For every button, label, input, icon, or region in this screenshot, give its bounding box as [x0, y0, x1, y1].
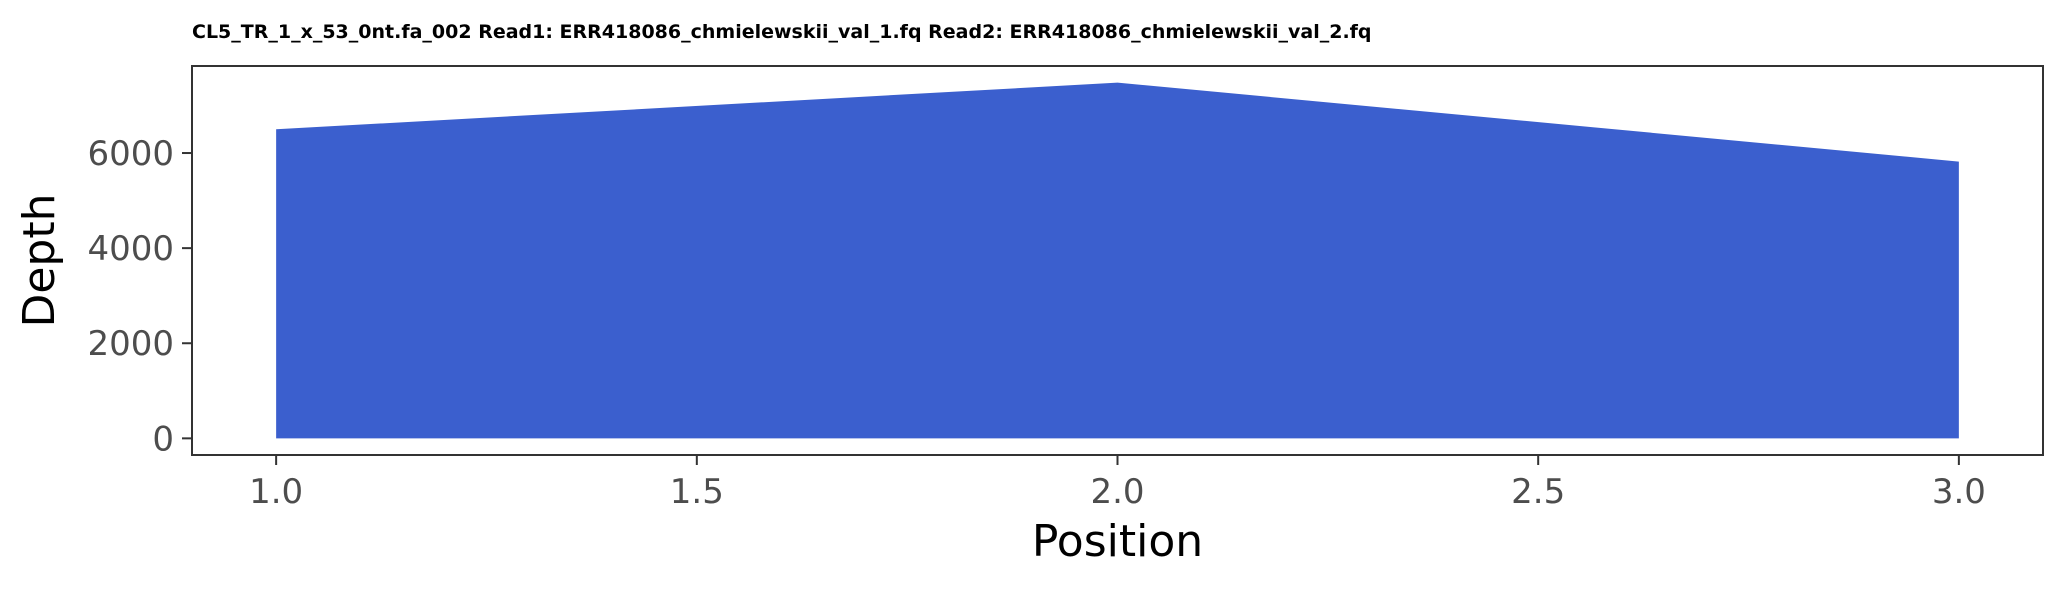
y-axis: 0 2000 4000 6000 — [87, 134, 192, 459]
y-tick-label: 2000 — [87, 324, 174, 364]
x-tick-label: 1.5 — [670, 472, 724, 512]
y-tick-label: 6000 — [87, 134, 174, 174]
y-tick-label: 4000 — [87, 229, 174, 269]
depth-area-series-0 — [276, 82, 1959, 439]
x-axis-title: Position — [1032, 516, 1203, 567]
x-tick-label: 2.5 — [1511, 472, 1565, 512]
x-tick-label: 1.0 — [249, 472, 303, 512]
y-axis-title: Depth — [14, 193, 65, 327]
area-layer — [276, 82, 1959, 439]
y-tick-label: 0 — [152, 419, 174, 459]
x-axis: 1.0 1.5 2.0 2.5 3.0 — [249, 455, 1986, 512]
x-tick-label: 3.0 — [1932, 472, 1986, 512]
x-tick-label: 2.0 — [1090, 472, 1144, 512]
chart-title: CL5_TR_1_x_53_0nt.fa_002 Read1: ERR41808… — [192, 21, 1372, 43]
